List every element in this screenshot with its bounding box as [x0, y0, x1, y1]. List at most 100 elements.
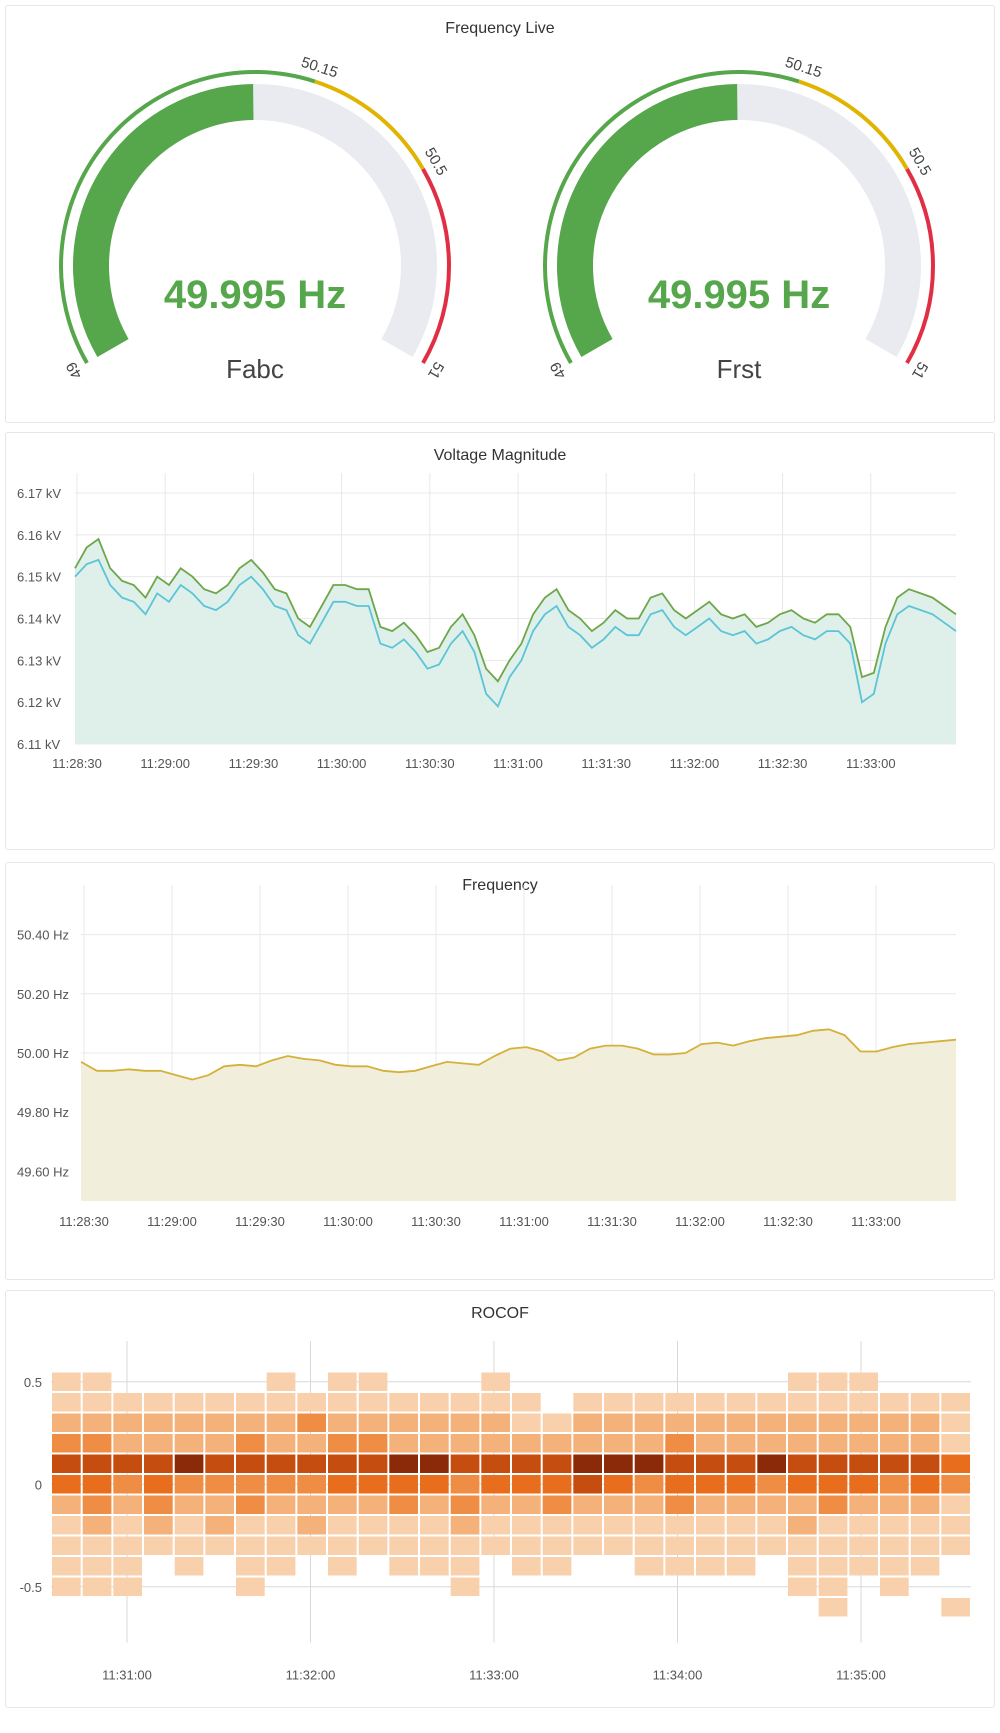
heatmap-cell	[450, 1434, 480, 1453]
gauge-name: Frst	[717, 354, 763, 384]
x-tick-label: 11:31:00	[102, 1668, 152, 1683]
heatmap-cell	[818, 1372, 848, 1391]
heatmap-cell	[634, 1516, 664, 1535]
heatmap-cell	[910, 1454, 940, 1473]
heatmap-cell	[389, 1393, 418, 1412]
heatmap-cell	[113, 1557, 142, 1576]
y-tick-label: 50.20 Hz	[17, 987, 69, 1002]
heatmap-cell	[573, 1434, 602, 1453]
heatmap-cell	[82, 1516, 112, 1535]
x-tick-label: 11:32:00	[675, 1214, 725, 1229]
x-tick-label: 11:31:00	[499, 1214, 549, 1229]
x-tick-label: 11:30:30	[411, 1214, 461, 1229]
heatmap-cell	[82, 1434, 112, 1453]
heatmap-cell	[573, 1454, 602, 1473]
panel-title: Frequency Live	[445, 20, 555, 37]
heatmap-cell	[665, 1413, 694, 1432]
heatmap-cell	[420, 1393, 449, 1412]
heatmap-cell	[266, 1454, 296, 1473]
x-tick-label: 11:30:30	[405, 756, 455, 771]
heatmap-cell	[849, 1495, 878, 1514]
heatmap-cell	[420, 1495, 449, 1514]
heatmap-cell	[297, 1475, 326, 1494]
frequency-live-panel: Frequency Live 49 50.15 50.5 51 49.995 Hz Fab…	[5, 5, 995, 423]
heatmap-cell	[450, 1475, 480, 1494]
heatmap-cell	[665, 1393, 694, 1412]
heatmap-cell	[266, 1495, 296, 1514]
heatmap-cell	[113, 1393, 142, 1412]
heatmap-cell	[52, 1577, 81, 1596]
heatmap-cell	[665, 1495, 694, 1514]
heatmap-cell	[818, 1454, 848, 1473]
heatmap-cell	[481, 1434, 510, 1453]
heatmap-cell	[726, 1557, 756, 1576]
heatmap-cell	[726, 1516, 756, 1535]
heatmap-cell	[144, 1475, 173, 1494]
heatmap-cell	[52, 1536, 81, 1555]
x-tick-label: 11:29:00	[140, 756, 190, 771]
heatmap-cell	[788, 1516, 817, 1535]
heatmap-cell	[726, 1454, 756, 1473]
heatmap-cell	[604, 1536, 633, 1555]
panel-title: Voltage Magnitude	[433, 447, 567, 464]
gauge-name: Fabc	[226, 354, 284, 384]
heatmap-cell	[328, 1557, 357, 1576]
heatmap-cell	[941, 1413, 970, 1432]
heatmap-cell	[788, 1372, 817, 1391]
heatmap-cell	[512, 1393, 541, 1412]
heatmap-cell	[696, 1454, 725, 1473]
heatmap-cell	[880, 1413, 909, 1432]
heatmap-cell	[236, 1536, 265, 1555]
heatmap-cell	[52, 1475, 81, 1494]
heatmap-cell	[450, 1557, 480, 1576]
x-tick-label: 11:32:30	[758, 756, 808, 771]
heatmap-cell	[358, 1454, 388, 1473]
rocof-heatmap: 0.5 0 -0.5 11:31:00 11:32:00 11:33:00 11:34:00…	[20, 1341, 971, 1683]
heatmap-cell	[818, 1393, 848, 1412]
heatmap-cell	[205, 1536, 234, 1555]
heatmap-cell	[82, 1557, 112, 1576]
heatmap-cell	[266, 1372, 296, 1391]
x-tick-label: 11:30:00	[323, 1214, 373, 1229]
x-tick-label: 11:31:00	[493, 756, 543, 771]
heatmap-cell	[910, 1413, 940, 1432]
heatmap-cell	[757, 1393, 786, 1412]
heatmap-cell	[144, 1495, 173, 1514]
heatmap-cell	[849, 1372, 878, 1391]
heatmap-cell	[849, 1516, 878, 1535]
heatmap-cell	[82, 1495, 112, 1514]
heatmap-cell	[450, 1454, 480, 1473]
gauge-threshold-arc	[314, 79, 425, 171]
heatmap-cell	[757, 1516, 786, 1535]
heatmap-cell	[910, 1434, 940, 1453]
heatmap-cell	[358, 1434, 388, 1453]
heatmap-cell	[634, 1434, 664, 1453]
heatmap-cell	[297, 1434, 326, 1453]
heatmap-cell	[328, 1475, 357, 1494]
heatmap-cell	[82, 1413, 112, 1432]
heatmap-cell	[389, 1454, 418, 1473]
heatmap-cell	[573, 1516, 602, 1535]
heatmap-cell	[604, 1454, 633, 1473]
heatmap-cell	[297, 1413, 326, 1432]
heatmap-cell	[389, 1536, 418, 1555]
gauge-value-arc	[73, 84, 254, 357]
panel-title: Frequency	[462, 877, 538, 894]
x-tick-label: 11:34:00	[653, 1668, 703, 1683]
heatmap-cell	[389, 1516, 418, 1535]
heatmap-cell	[726, 1536, 756, 1555]
gauge-tick-label: 51	[908, 359, 931, 382]
heatmap-cell	[788, 1434, 817, 1453]
heatmap-cell	[236, 1495, 265, 1514]
heatmap-cell	[389, 1413, 418, 1432]
heatmap-cell	[696, 1434, 725, 1453]
x-tick-label: 11:30:00	[317, 756, 367, 771]
heatmap-cell	[205, 1434, 234, 1453]
heatmap-cell	[910, 1475, 940, 1494]
heatmap-cell	[52, 1393, 81, 1412]
heatmap-cell	[849, 1454, 878, 1473]
heatmap-cell	[941, 1536, 970, 1555]
heatmap-cell	[696, 1557, 725, 1576]
heatmap-cell	[481, 1372, 510, 1391]
heatmap-cell	[266, 1557, 296, 1576]
